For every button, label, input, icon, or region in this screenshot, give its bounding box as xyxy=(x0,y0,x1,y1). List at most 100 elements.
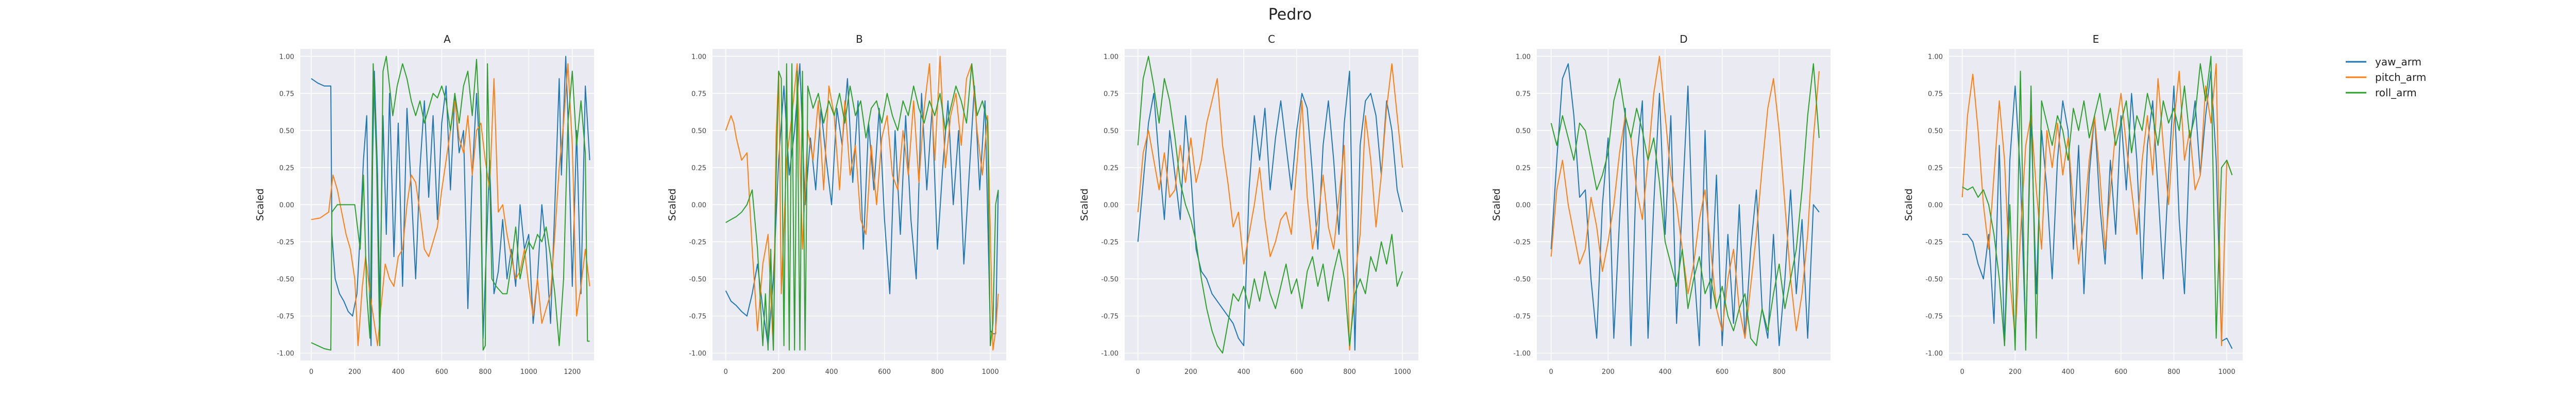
y-tick-label: 1.00 xyxy=(691,53,706,61)
series-line-yaw-arm xyxy=(1550,63,1820,347)
y-tick-label: 1.00 xyxy=(1516,53,1531,61)
y-tick-label: 0.25 xyxy=(1516,164,1531,172)
series-line-yaw-arm xyxy=(311,56,590,347)
x-tick-label: 200 xyxy=(348,368,361,376)
y-tick-label: 0.75 xyxy=(279,90,294,98)
subplot-d: 0 200 400 600 800 -1.00 -0.75 -0.50 -0.25 0.00 0.2… xyxy=(1491,33,1831,376)
subplot-a: 0 200 400 600 800 1000 1200 -1.00 -0.75 -0.50 -0.2… xyxy=(255,33,594,376)
x-tick-label: 600 xyxy=(435,368,448,376)
y-tick-label: 1.00 xyxy=(1928,53,1943,61)
y-tick-label: -0.75 xyxy=(277,313,294,321)
y-tick-label: 1.00 xyxy=(1104,53,1118,61)
x-tick-label: 1000 xyxy=(2218,368,2235,376)
x-tick-label: 200 xyxy=(1184,368,1197,376)
x-tick-label: 800 xyxy=(1773,368,1786,376)
series-line-pitch-arm xyxy=(1961,63,2233,347)
x-tick-label: 800 xyxy=(931,368,944,376)
legend: yaw_arm pitch_arm roll_arm xyxy=(2346,56,2426,99)
y-tick-label: 0.00 xyxy=(691,202,706,210)
subplot-title: A xyxy=(444,33,451,45)
y-tick-label: -0.75 xyxy=(689,313,706,321)
y-tick-label: 1.00 xyxy=(279,53,294,61)
y-tick-label: -0.75 xyxy=(1513,313,1531,321)
y-tick-label: 0.25 xyxy=(1928,164,1943,172)
y-tick-label: 0.00 xyxy=(1104,202,1118,210)
subplot-title: E xyxy=(2093,33,2099,45)
y-tick-label: -0.25 xyxy=(1101,239,1118,247)
y-tick-label: 0.75 xyxy=(1104,90,1118,98)
y-tick-label: -0.75 xyxy=(1925,313,1943,321)
x-tick-label: 800 xyxy=(479,368,492,376)
x-tick-label: 800 xyxy=(2167,368,2180,376)
figure-title: Pedro xyxy=(1268,6,1312,24)
legend-label: roll_arm xyxy=(2375,87,2417,99)
y-tick-label: 0.50 xyxy=(1104,127,1118,135)
y-axis-label: Scaled xyxy=(255,188,266,221)
y-tick-label: 0.25 xyxy=(279,164,294,172)
y-tick-label: -1.00 xyxy=(689,350,706,358)
y-axis-label: Scaled xyxy=(1903,188,1914,221)
y-tick-label: -1.00 xyxy=(1925,350,1943,358)
series-line-roll-arm xyxy=(725,63,999,351)
subplot-title: D xyxy=(1680,33,1687,45)
x-tick-label: 200 xyxy=(772,368,785,376)
series-line-pitch-arm xyxy=(1137,63,1403,351)
y-tick-label: 0.75 xyxy=(1516,90,1531,98)
y-tick-label: -0.25 xyxy=(689,239,706,247)
x-tick-label: 600 xyxy=(1290,368,1303,376)
series-line-pitch-arm xyxy=(725,56,999,351)
x-tick-label: 600 xyxy=(2114,368,2127,376)
x-tick-label: 1000 xyxy=(1394,368,1411,376)
y-axis-label: Scaled xyxy=(1491,188,1502,221)
x-tick-label: 1000 xyxy=(982,368,999,376)
series-line-yaw-arm xyxy=(725,63,999,347)
legend-label: pitch_arm xyxy=(2375,71,2426,83)
y-tick-label: -0.25 xyxy=(1925,239,1943,247)
x-tick-label: 1000 xyxy=(520,368,537,376)
x-tick-label: 200 xyxy=(2009,368,2022,376)
x-tick-label: 400 xyxy=(1238,368,1250,376)
legend-label: yaw_arm xyxy=(2375,56,2421,68)
x-tick-label: 1200 xyxy=(564,368,581,376)
x-tick-label: 0 xyxy=(724,368,728,376)
y-tick-label: 0.00 xyxy=(279,202,294,210)
y-tick-label: 0.50 xyxy=(1928,127,1943,135)
y-tick-label: -0.50 xyxy=(1925,276,1943,284)
x-tick-label: 0 xyxy=(1136,368,1140,376)
y-tick-label: 0.50 xyxy=(1516,127,1531,135)
x-tick-label: 600 xyxy=(1716,368,1728,376)
y-tick-label: 0.25 xyxy=(1104,164,1118,172)
series-line-pitch-arm xyxy=(1550,56,1820,339)
x-tick-label: 0 xyxy=(309,368,313,376)
subplot-b: 0 200 400 600 800 1000 -1.00 -0.75 -0.50 -0.25 0.0… xyxy=(667,33,1006,376)
subplot-c: 0 200 400 600 800 1000 -1.00 -0.75 -0.50 -0.25 0.0… xyxy=(1079,33,1418,376)
y-tick-label: -0.50 xyxy=(1513,276,1531,284)
y-tick-label: -0.25 xyxy=(277,239,294,247)
x-tick-label: 400 xyxy=(1659,368,1672,376)
x-tick-label: 400 xyxy=(825,368,838,376)
y-tick-label: -1.00 xyxy=(277,350,294,358)
subplot-grid: 0 200 400 600 800 1000 1200 -1.00 -0.75 -0.50 -0.2… xyxy=(255,33,2243,376)
x-tick-label: 400 xyxy=(2062,368,2075,376)
series-line-roll-arm xyxy=(311,56,590,351)
y-tick-label: -1.00 xyxy=(1513,350,1531,358)
subplot-e: 0 200 400 600 800 1000 -1.00 -0.75 -0.50 -0.25 0.0… xyxy=(1903,33,2243,376)
series-line-yaw-arm xyxy=(1962,71,2233,349)
y-axis-label: Scaled xyxy=(667,188,678,221)
y-tick-label: 0.50 xyxy=(691,127,706,135)
y-tick-label: 0.75 xyxy=(1928,90,1943,98)
y-tick-label: -0.50 xyxy=(277,276,294,284)
x-tick-label: 200 xyxy=(1602,368,1615,376)
x-tick-label: 0 xyxy=(1960,368,1964,376)
y-tick-label: 0.25 xyxy=(691,164,706,172)
y-tick-label: -0.50 xyxy=(1101,276,1118,284)
y-tick-label: -1.00 xyxy=(1101,350,1118,358)
series-line-roll-arm xyxy=(1137,56,1403,354)
y-tick-label: 0.00 xyxy=(1516,202,1531,210)
y-tick-label: 0.00 xyxy=(1928,202,1943,210)
y-tick-label: -0.25 xyxy=(1513,239,1531,247)
x-tick-label: 0 xyxy=(1549,368,1553,376)
y-tick-label: -0.75 xyxy=(1101,313,1118,321)
series-line-roll-arm xyxy=(1962,56,2233,351)
y-tick-label: -0.50 xyxy=(689,276,706,284)
